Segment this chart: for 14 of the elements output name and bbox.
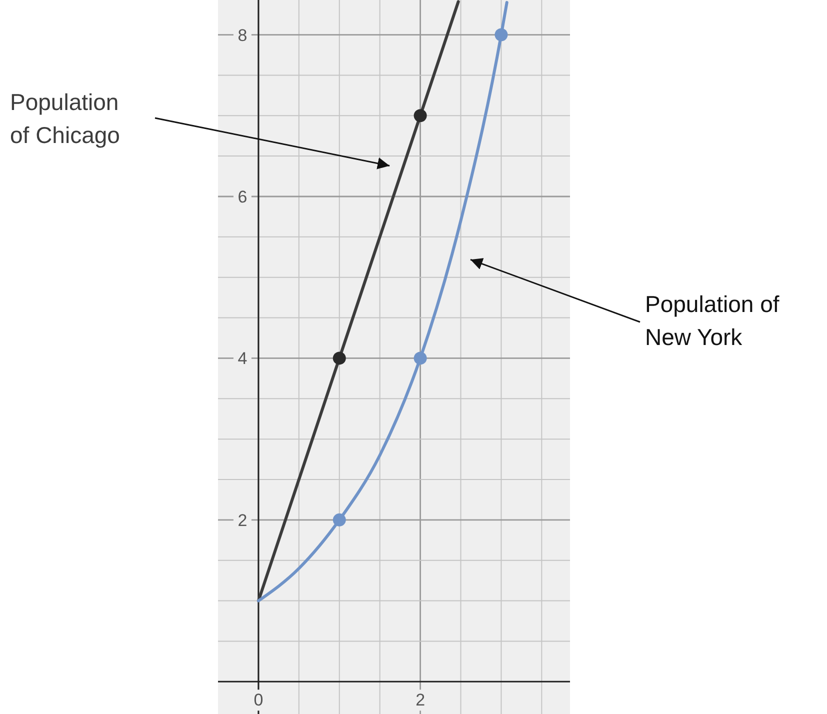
y-tick-label: 6: [238, 187, 248, 206]
text: Population of Chicago: [10, 89, 120, 148]
text: Population of New York: [645, 291, 780, 350]
point: [332, 513, 346, 526]
point: [494, 28, 508, 42]
y-tick-label: 2: [238, 510, 248, 530]
line-series: [256, 0, 508, 602]
y-tick-label: 4: [238, 349, 248, 368]
line-series: [256, 0, 460, 602]
point: [332, 352, 346, 365]
point: [414, 352, 427, 365]
point: [414, 109, 427, 122]
y-tick-label: 8: [238, 26, 248, 45]
x-tick-label: 0: [254, 690, 264, 710]
